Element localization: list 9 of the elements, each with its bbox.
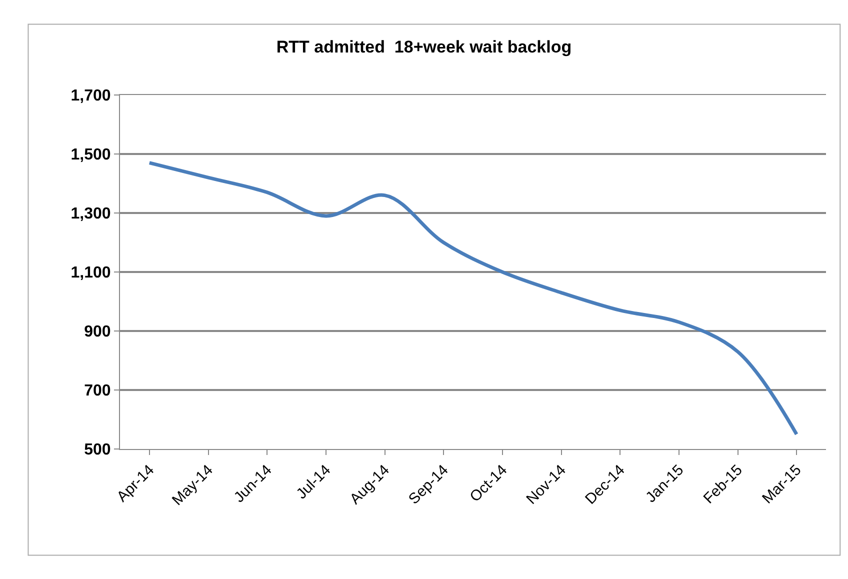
- y-tick-label: 1,500: [70, 146, 111, 164]
- line-series: [148, 161, 798, 436]
- y-tick-label: 1,700: [70, 88, 111, 105]
- y-tick-label: 900: [84, 324, 111, 341]
- y-tick-label: 700: [84, 382, 111, 400]
- y-tick-label: 1,100: [70, 264, 111, 282]
- y-tick-label: 1,300: [70, 206, 111, 223]
- y-tick-label: 500: [84, 442, 111, 459]
- chart-title: RTT admitted 18+week wait backlog: [276, 37, 572, 56]
